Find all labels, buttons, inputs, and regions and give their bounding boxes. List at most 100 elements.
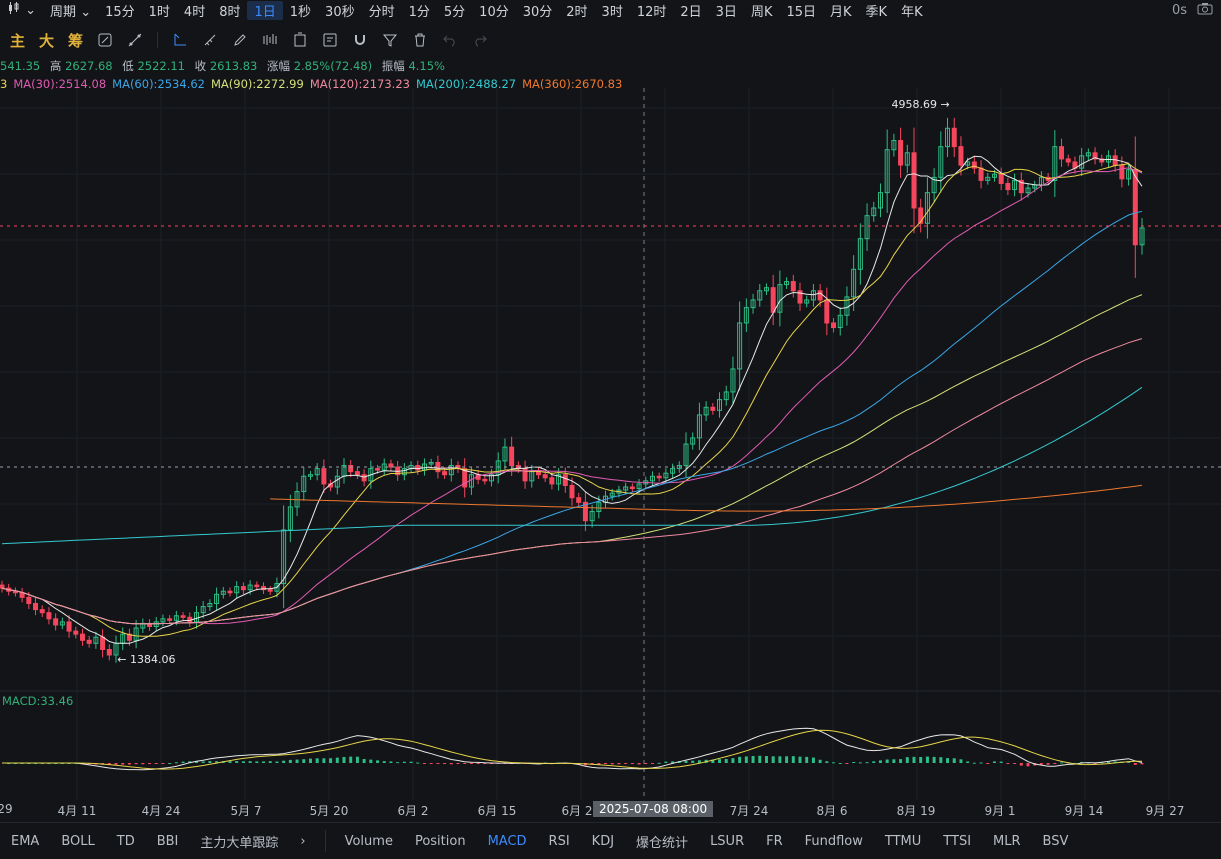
macd-bar [483, 763, 487, 764]
chevron-right-icon[interactable]: › [300, 833, 306, 849]
camera-icon[interactable] [1197, 2, 1213, 19]
sub-indicator-8[interactable]: Fundflow [804, 833, 863, 849]
x-tick: 8月 6 [816, 804, 848, 818]
trash-icon[interactable] [412, 32, 428, 48]
macd-bar [275, 761, 279, 763]
macd-bar [134, 763, 138, 765]
ma-label-0: 3 [0, 77, 8, 91]
candle-body [227, 590, 233, 594]
interval-11[interactable]: 30分 [522, 4, 553, 20]
macd-bar [1140, 763, 1144, 765]
interval-14[interactable]: 12时 [636, 4, 667, 20]
interval-4[interactable]: 1日 [247, 0, 283, 20]
interval-2[interactable]: 4时 [183, 4, 206, 20]
macd-bar [644, 763, 648, 764]
interval-15[interactable]: 2日 [680, 4, 702, 20]
interval-13[interactable]: 3时 [601, 4, 623, 20]
filter-icon[interactable] [382, 32, 398, 48]
pencil-icon[interactable] [232, 32, 248, 48]
macd-bar [1060, 762, 1064, 764]
macd-bar [932, 756, 936, 763]
notes-icon[interactable] [322, 32, 338, 48]
macd-bar [1019, 763, 1023, 766]
crosshair-tool-icon[interactable] [172, 32, 188, 48]
candle-body [180, 615, 186, 618]
interval-20[interactable]: 季K [865, 4, 888, 20]
interval-21[interactable]: 年K [901, 4, 923, 20]
main-force-button[interactable]: 主 [10, 31, 26, 50]
interval-0[interactable]: 15分 [105, 4, 135, 20]
ruler-icon[interactable] [202, 32, 218, 48]
interval-16[interactable]: 3日 [715, 4, 737, 20]
sub-indicator-7[interactable]: FR [766, 833, 783, 849]
indicator-0[interactable]: EMA [11, 833, 40, 849]
interval-12[interactable]: 2时 [566, 4, 588, 20]
candle-body [770, 287, 776, 313]
macd-bar [845, 763, 849, 764]
price-chart[interactable]: 4958.69 → ← 1384.06 [0, 88, 1221, 800]
sub-indicator-10[interactable]: TTSI [943, 833, 972, 849]
interval-10[interactable]: 10分 [479, 4, 509, 20]
candle-body [86, 639, 92, 644]
macd-bar [825, 761, 829, 763]
ma-line [1, 210, 1143, 625]
macd-bar [738, 756, 742, 763]
sub-indicator-0[interactable]: Volume [344, 833, 393, 849]
sub-indicator-3[interactable]: RSI [548, 833, 570, 849]
close-label: 收 [194, 59, 207, 73]
interval-9[interactable]: 5分 [443, 4, 466, 20]
line-tool-icon[interactable] [127, 32, 143, 48]
layout-icon[interactable] [292, 32, 308, 48]
x-tick: 8月 19 [896, 804, 936, 818]
candle-body [609, 492, 615, 497]
macd-bar [1039, 763, 1043, 765]
macd-bar [925, 756, 929, 763]
candle-body [1065, 158, 1071, 163]
macd-bar [154, 763, 158, 764]
indicator-2[interactable]: TD [116, 833, 135, 849]
magnet-icon[interactable] [352, 32, 368, 48]
redo-icon[interactable] [472, 32, 488, 48]
candle-body [1079, 155, 1085, 169]
interval-19[interactable]: 月K [830, 4, 852, 20]
candle-body [126, 633, 132, 641]
sub-indicator-11[interactable]: MLR [993, 833, 1021, 849]
sub-indicator-2[interactable]: MACD [487, 833, 527, 849]
sub-indicator-4[interactable]: KDJ [591, 833, 615, 849]
sub-indicator-5[interactable]: 爆仓统计 [636, 835, 689, 851]
interval-5[interactable]: 1秒 [289, 4, 312, 20]
pattern-icon[interactable] [262, 32, 278, 48]
interval-6[interactable]: 30秒 [325, 4, 355, 20]
macd-bar [302, 759, 306, 763]
interval-1[interactable]: 1时 [148, 4, 170, 20]
sub-indicator-6[interactable]: LSUR [710, 833, 745, 849]
sub-indicator-9[interactable]: TTMU [884, 833, 922, 849]
indicator-edit-icon[interactable] [97, 32, 113, 48]
interval-3[interactable]: 8时 [219, 4, 241, 20]
interval-18[interactable]: 15日 [786, 4, 817, 20]
interval-7[interactable]: 分时 [368, 4, 395, 20]
macd-bar [463, 763, 467, 764]
ohlc-info: 541.35 高 2627.68 低 2522.11 收 2613.83 涨幅 … [0, 58, 451, 74]
indicator-4[interactable]: 主力大单跟踪 [200, 835, 279, 851]
interval-17[interactable]: 周K [750, 4, 773, 20]
macd-bar [791, 756, 795, 763]
candle-style-icon[interactable]: ⌄ [0, 2, 43, 18]
ma-long-line [1, 386, 1143, 545]
macd-bar [181, 761, 185, 763]
macd-bar [966, 761, 970, 763]
candle-body [482, 478, 488, 482]
macd-bar [422, 763, 426, 764]
chips-button[interactable]: 筹 [68, 31, 84, 50]
candle-body [462, 468, 468, 488]
candle-body [59, 621, 65, 626]
sub-indicator-12[interactable]: BSV [1042, 833, 1069, 849]
undo-icon[interactable] [442, 32, 458, 48]
candle-body [670, 468, 676, 474]
interval-8[interactable]: 1分 [408, 4, 430, 20]
indicator-3[interactable]: BBI [156, 833, 179, 849]
sub-indicator-1[interactable]: Position [414, 833, 466, 849]
big-order-button[interactable]: 大 [39, 31, 55, 50]
indicator-1[interactable]: BOLL [61, 833, 95, 849]
period-dropdown[interactable]: 周期 ⌄ [43, 1, 98, 20]
